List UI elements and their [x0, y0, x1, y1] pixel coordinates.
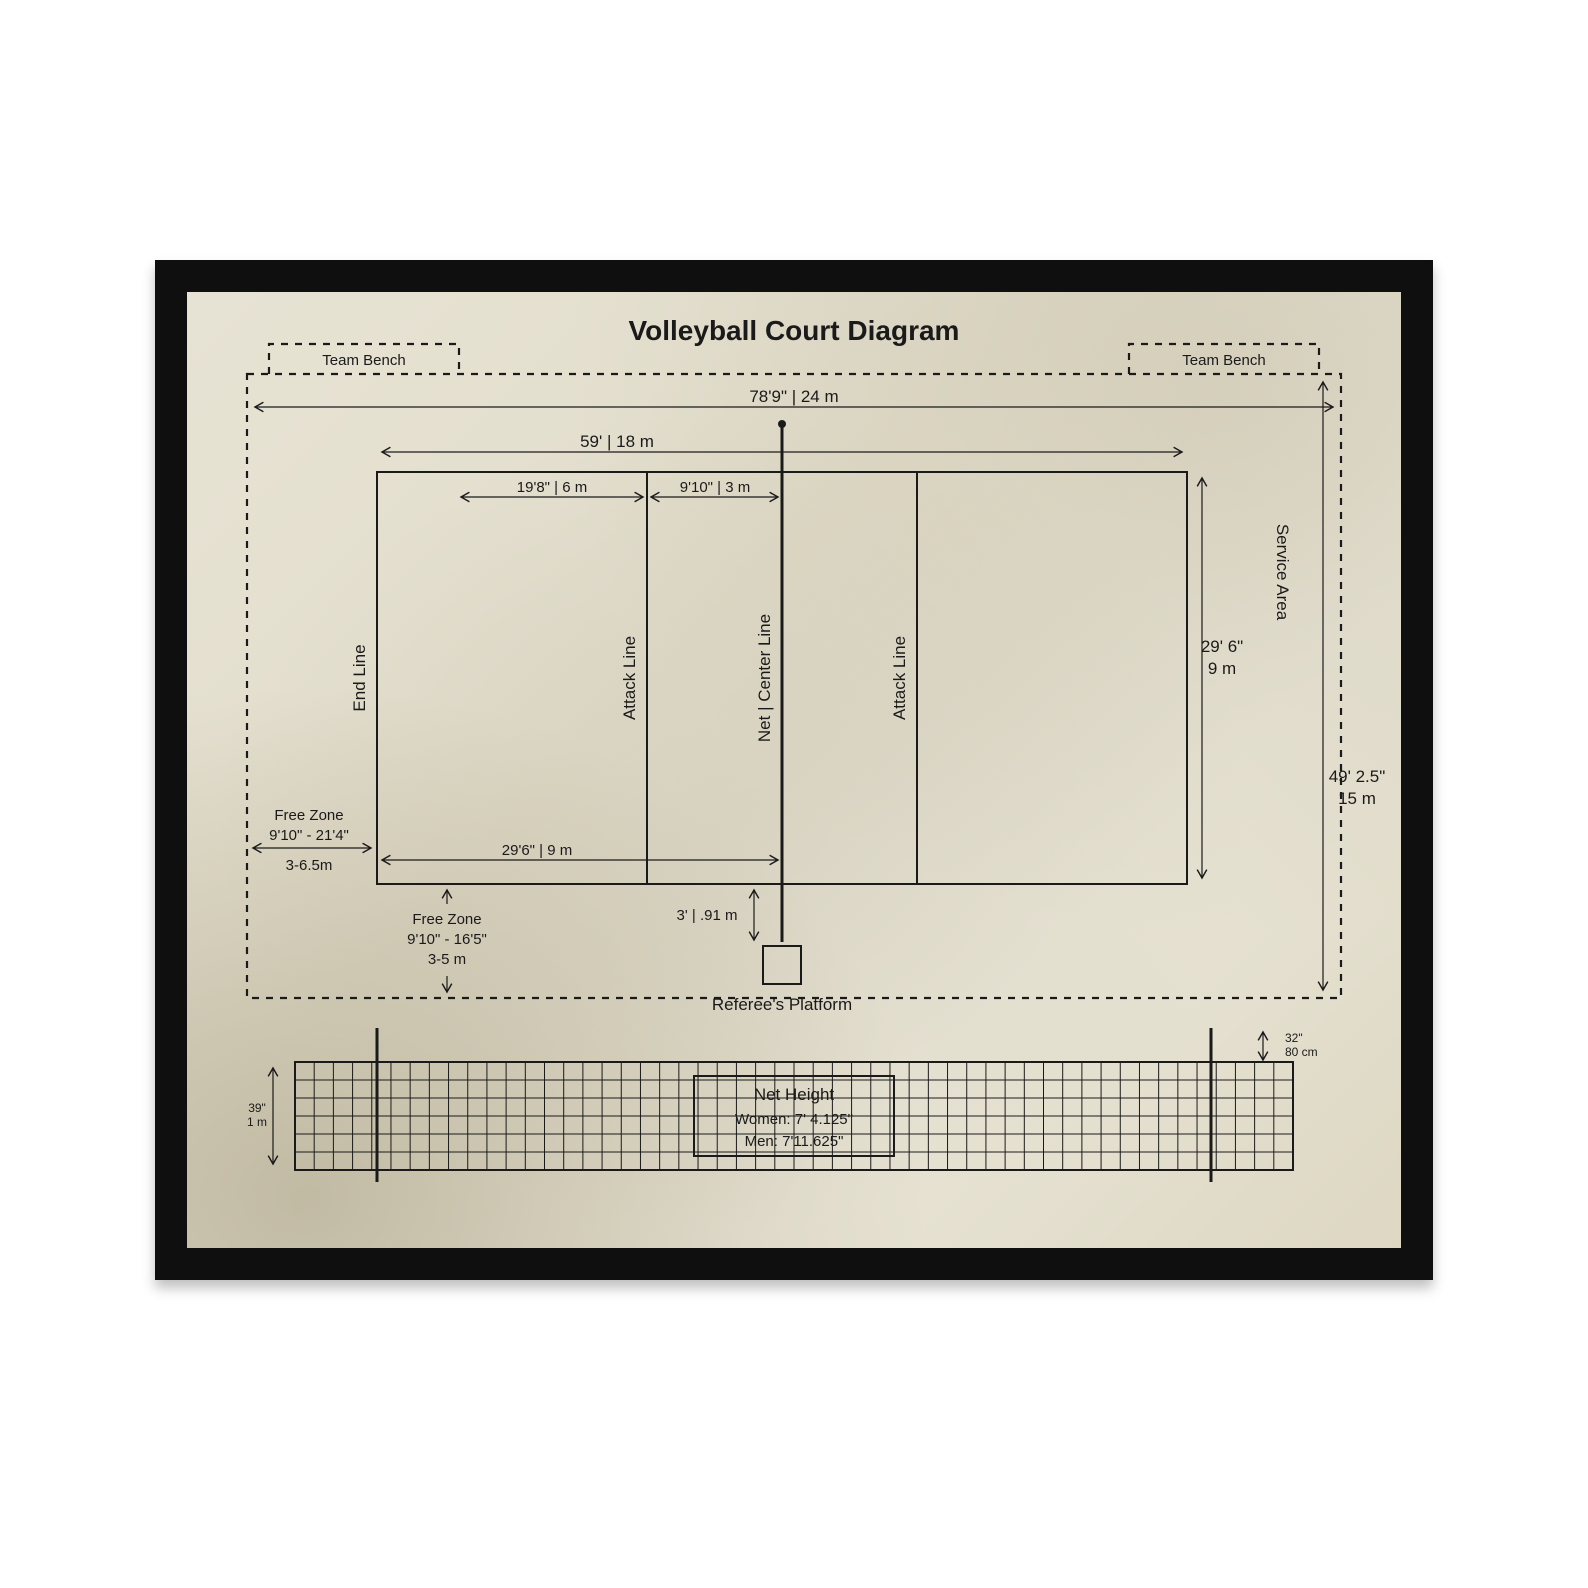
free-zone-end-m: 3-5 m	[428, 951, 466, 968]
free-zone-side-m: 3-6.5m	[286, 857, 333, 874]
parchment-paper: Volleyball Court Diagram Team Bench Team…	[187, 292, 1401, 1248]
free-zone-side-ft: 9'10" - 21'4"	[269, 827, 349, 844]
free-zone-end-title: Free Zone	[412, 911, 481, 928]
net-height-title: Net Height	[754, 1085, 835, 1104]
dim-front-zone-label: 9'10" | 3 m	[680, 479, 750, 496]
net-height-women: Women: 7' 4.125"	[735, 1111, 853, 1128]
team-bench-right: Team Bench	[1129, 344, 1319, 374]
service-area-label: Service Area	[1273, 524, 1292, 621]
end-line-label: End Line	[350, 644, 369, 711]
dim-net-height-m: 1 m	[247, 1115, 267, 1129]
referee-platform-label: Referee's Platform	[712, 995, 852, 1014]
court-diagram-svg: Volleyball Court Diagram Team Bench Team…	[187, 292, 1401, 1248]
picture-frame: Volleyball Court Diagram Team Bench Team…	[155, 260, 1433, 1280]
attack-line-right-label: Attack Line	[890, 636, 909, 720]
dim-antenna-above-ft: 32"	[1285, 1031, 1303, 1045]
dim-total-width-label: 78'9" | 24 m	[749, 387, 838, 406]
dim-half-court-label: 29'6" | 9 m	[502, 842, 572, 859]
free-zone-boundary	[247, 374, 1341, 998]
dim-total-height-ft: 49' 2.5"	[1329, 767, 1386, 786]
dim-court-width-ft: 29' 6"	[1201, 637, 1243, 656]
dim-net-to-referee-label: 3' | .91 m	[677, 907, 738, 924]
team-bench-left-label: Team Bench	[322, 352, 405, 369]
net-height-men: Men: 7'11.625"	[745, 1133, 844, 1150]
dim-back-zone-label: 19'8" | 6 m	[517, 479, 587, 496]
referee-platform-square	[763, 946, 801, 984]
net-center-line-label: Net | Center Line	[755, 614, 774, 742]
free-zone-side-title: Free Zone	[274, 807, 343, 824]
dim-total-height-m: 15 m	[1338, 789, 1376, 808]
diagram-title: Volleyball Court Diagram	[629, 315, 960, 346]
dim-net-height-ft: 39"	[248, 1101, 266, 1115]
dim-court-width-m: 9 m	[1208, 659, 1236, 678]
team-bench-left: Team Bench	[269, 344, 459, 374]
center-line-top-dot	[778, 420, 786, 428]
net-diagram: 32" 80 cm 39" 1 m Net Height Women: 7' 4…	[247, 1028, 1318, 1182]
free-zone-end-ft: 9'10" - 16'5"	[407, 931, 487, 948]
dim-antenna-above-m: 80 cm	[1285, 1045, 1318, 1059]
attack-line-left-label: Attack Line	[620, 636, 639, 720]
dim-free-zone-end: Free Zone 9'10" - 16'5" 3-5 m	[407, 890, 487, 992]
team-bench-right-label: Team Bench	[1182, 352, 1265, 369]
dim-court-length-label: 59' | 18 m	[580, 432, 654, 451]
